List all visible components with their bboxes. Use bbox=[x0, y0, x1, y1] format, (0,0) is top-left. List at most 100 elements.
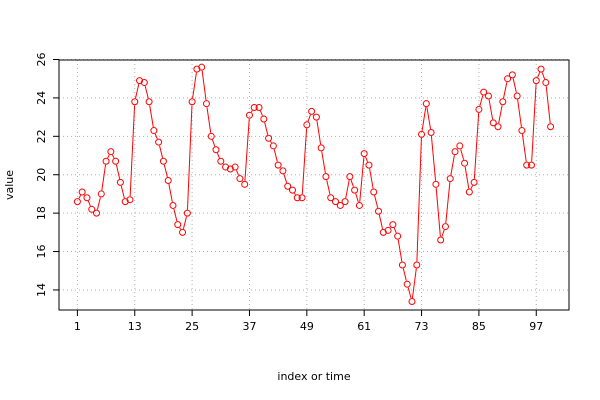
data-point bbox=[475, 105, 483, 113]
data-point bbox=[322, 173, 330, 181]
series-line-segment bbox=[159, 145, 164, 158]
series-line-segment bbox=[464, 166, 470, 189]
data-point bbox=[174, 221, 182, 229]
data-point bbox=[499, 98, 507, 106]
data-point bbox=[179, 228, 187, 236]
y-axis-label: value bbox=[3, 170, 16, 200]
series-line-segment bbox=[283, 174, 288, 183]
series-line-segment bbox=[411, 268, 417, 298]
data-point bbox=[102, 157, 110, 165]
data-point bbox=[284, 182, 292, 190]
series-line-segment bbox=[186, 105, 193, 210]
data-point bbox=[260, 115, 268, 123]
series-line-segment bbox=[445, 182, 451, 224]
data-point bbox=[398, 261, 406, 269]
series-line-segment bbox=[545, 86, 551, 124]
data-point bbox=[231, 163, 239, 171]
series-line-segment bbox=[301, 128, 308, 195]
data-point bbox=[131, 98, 139, 106]
series-line-segment bbox=[541, 72, 546, 80]
series-line-segment bbox=[259, 110, 263, 116]
data-point bbox=[159, 157, 167, 165]
series-line-segment bbox=[498, 105, 503, 124]
series-line-segment bbox=[264, 122, 269, 135]
data-point bbox=[222, 163, 230, 171]
data-point bbox=[150, 127, 158, 135]
data-point bbox=[389, 221, 397, 229]
series-line-segment bbox=[179, 227, 182, 230]
series-line-segment bbox=[369, 168, 374, 189]
data-point bbox=[370, 188, 378, 196]
series-line-segment bbox=[112, 154, 115, 159]
data-point bbox=[226, 165, 234, 173]
series-line-segment bbox=[378, 214, 384, 229]
data-point bbox=[145, 98, 153, 106]
data-point bbox=[418, 130, 426, 138]
y-tick-label: 26 bbox=[35, 53, 48, 67]
data-point bbox=[93, 209, 101, 217]
series-line-segment bbox=[216, 152, 220, 159]
series-line-segment bbox=[250, 110, 253, 113]
series-line-segment bbox=[430, 136, 437, 181]
x-tick-label: 73 bbox=[415, 320, 429, 333]
data-point bbox=[336, 201, 344, 209]
data-point bbox=[83, 194, 91, 202]
data-point bbox=[508, 71, 516, 79]
x-tick-label: 1 bbox=[74, 320, 81, 333]
data-point bbox=[446, 175, 454, 183]
series-line-segment bbox=[107, 154, 110, 159]
data-point bbox=[112, 157, 120, 165]
series-line-segment bbox=[173, 208, 178, 222]
data-point bbox=[288, 186, 296, 194]
series-line-segment bbox=[154, 133, 158, 139]
data-point bbox=[341, 198, 349, 206]
data-point bbox=[78, 188, 86, 196]
x-tick-label: 13 bbox=[128, 320, 142, 333]
x-tick-label: 49 bbox=[300, 320, 314, 333]
series-line-segment bbox=[293, 192, 296, 195]
data-point bbox=[355, 201, 363, 209]
data-point bbox=[269, 142, 277, 150]
data-point bbox=[465, 188, 473, 196]
data-point bbox=[542, 79, 550, 87]
data-point bbox=[169, 201, 177, 209]
series-line-segment bbox=[359, 157, 365, 202]
data-point bbox=[513, 92, 521, 100]
x-tick-label: 25 bbox=[185, 320, 199, 333]
series-line-segment bbox=[393, 227, 397, 234]
data-point bbox=[456, 142, 464, 150]
series-line-segment bbox=[365, 156, 369, 162]
x-tick-label: 37 bbox=[242, 320, 256, 333]
data-point bbox=[332, 198, 340, 206]
series-line-segment bbox=[441, 229, 445, 237]
data-point bbox=[164, 176, 172, 184]
y-tick-label: 24 bbox=[35, 91, 48, 105]
data-point bbox=[365, 161, 373, 169]
series-line-segment bbox=[435, 187, 441, 237]
data-point bbox=[293, 194, 301, 202]
series-line-segment bbox=[101, 164, 107, 191]
data-point bbox=[437, 236, 445, 244]
series-line-segment bbox=[397, 239, 403, 262]
data-point bbox=[518, 127, 526, 135]
data-point bbox=[88, 205, 96, 213]
series-line-segment bbox=[326, 180, 331, 195]
series-line-segment bbox=[307, 114, 311, 122]
data-point bbox=[202, 100, 210, 108]
data-point bbox=[73, 198, 81, 206]
y-axis: 14 16 18 20 22 24 26 bbox=[35, 53, 59, 297]
data-point bbox=[480, 88, 488, 96]
data-point bbox=[422, 100, 430, 108]
data-point bbox=[403, 280, 411, 288]
data-point bbox=[384, 226, 392, 234]
data-point bbox=[470, 178, 478, 186]
data-point bbox=[484, 92, 492, 100]
series-line-segment bbox=[316, 120, 322, 145]
series-line-segment bbox=[144, 85, 149, 99]
data-point bbox=[126, 196, 134, 204]
data-point bbox=[255, 104, 263, 112]
data-point bbox=[494, 123, 502, 131]
data-point bbox=[375, 207, 383, 215]
data-point bbox=[346, 173, 354, 181]
